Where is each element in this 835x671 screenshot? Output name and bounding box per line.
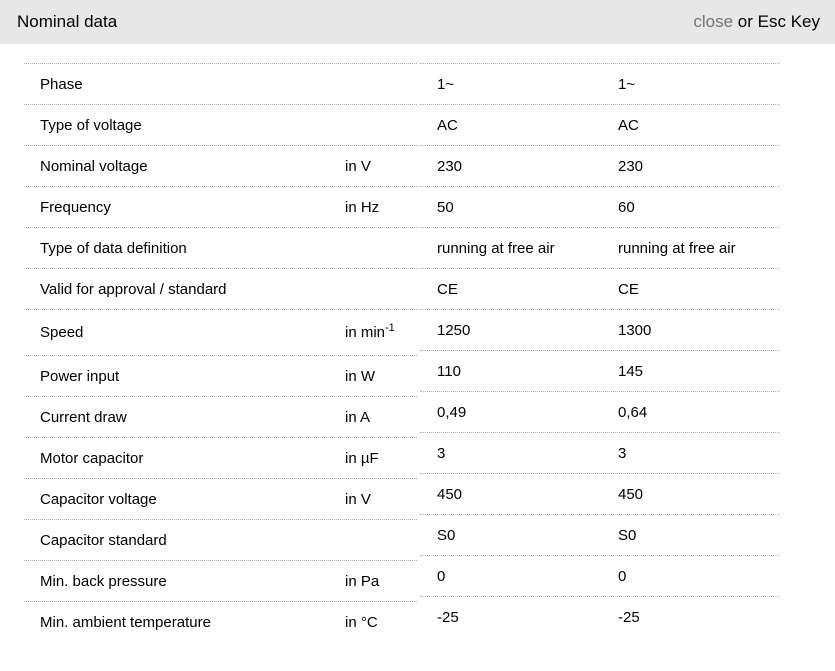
spec-label: Power input	[40, 367, 120, 385]
spec-unit: in µF	[345, 449, 379, 467]
spec-row: Nominal voltage in V	[24, 145, 417, 186]
close-link[interactable]: close	[693, 12, 734, 31]
spec-row: Capacitor standard	[24, 519, 417, 560]
spec-value-row: AC AC	[420, 104, 780, 145]
dialog-header: Nominal data close or Esc Key	[0, 0, 835, 44]
spec-value-col1: running at free air	[437, 239, 555, 257]
spec-value-col1: S0	[437, 526, 456, 544]
spec-value-col2: S0	[618, 526, 637, 544]
spec-value-row: 450 450	[420, 473, 780, 514]
spec-row: Frequency in Hz	[24, 186, 417, 227]
close-hint: or Esc Key	[733, 12, 820, 31]
spec-value-row: 50 60	[420, 186, 780, 227]
spec-row: Capacitor voltage in V	[24, 478, 417, 519]
spec-value-col1: 1~	[437, 75, 455, 93]
spec-value-col2: CE	[618, 280, 639, 298]
spec-label: Valid for approval / standard	[40, 280, 227, 298]
spec-row: Speed in min-1	[24, 309, 417, 355]
spec-unit: in Hz	[345, 198, 380, 216]
spec-value-row: 1~ 1~	[420, 63, 780, 104]
spec-value-row: 0,49 0,64	[420, 391, 780, 432]
spec-value-col2: 0	[618, 567, 627, 585]
spec-value-col1: AC	[437, 116, 458, 134]
dialog-title: Nominal data	[17, 12, 118, 31]
spec-value-col2: 60	[618, 198, 635, 216]
spec-label: Nominal voltage	[40, 157, 148, 175]
spec-value-row: 1250 1300	[420, 309, 780, 350]
spec-value-col2: 145	[618, 362, 644, 380]
spec-label: Speed	[40, 324, 84, 341]
spec-value-col2: 0,64	[618, 403, 648, 421]
spec-value-col2: 1~	[618, 75, 636, 93]
spec-value-col2: running at free air	[618, 239, 736, 257]
spec-value-col1: 1250	[437, 321, 471, 339]
spec-value-col1: 0,49	[437, 403, 467, 421]
spec-label: Capacitor standard	[40, 531, 167, 549]
spec-label-table: Phase Type of voltage Nominal voltage in…	[24, 63, 417, 642]
spec-label: Min. back pressure	[40, 572, 167, 590]
spec-row: Min. back pressure in Pa	[24, 560, 417, 601]
spec-row: Min. ambient temperature in °C	[24, 601, 417, 642]
spec-value-col1: -25	[437, 608, 459, 626]
spec-label: Min. ambient temperature	[40, 613, 211, 631]
spec-row: Type of data definition	[24, 227, 417, 268]
spec-label: Capacitor voltage	[40, 490, 157, 508]
spec-value-table: 1~ 1~ AC AC 230 230 50 60 running at fre…	[420, 63, 780, 637]
spec-row: Valid for approval / standard	[24, 268, 417, 309]
spec-unit: in °C	[345, 613, 378, 631]
spec-value-col1: 230	[437, 157, 463, 175]
spec-label: Frequency	[40, 198, 111, 216]
spec-value-col1: CE	[437, 280, 458, 298]
spec-unit: in Pa	[345, 572, 380, 590]
spec-value-row: 110 145	[420, 350, 780, 391]
spec-unit: in V	[345, 157, 371, 175]
spec-row: Type of voltage	[24, 104, 417, 145]
spec-unit: in V	[345, 490, 371, 508]
spec-value-col1: 110	[437, 362, 461, 380]
spec-value-col2: 230	[618, 157, 644, 175]
spec-unit: in A	[345, 408, 371, 426]
spec-label: Phase	[40, 75, 83, 93]
spec-value-col1: 0	[437, 567, 446, 585]
spec-value-col2: 1300	[618, 321, 652, 339]
spec-value-row: CE CE	[420, 268, 780, 309]
spec-unit: in W	[345, 367, 375, 385]
spec-value-row: running at free air running at free air	[420, 227, 780, 268]
spec-value-col2: -25	[618, 608, 640, 626]
spec-row: Power input in W	[24, 355, 417, 396]
spec-value-col2: 3	[618, 444, 627, 462]
spec-value-row: 3 3	[420, 432, 780, 473]
spec-value-col2: AC	[618, 116, 639, 134]
spec-value-row: S0 S0	[420, 514, 780, 555]
spec-unit: in min-1	[345, 322, 395, 342]
spec-value-col1: 50	[437, 198, 454, 216]
spec-row: Phase	[24, 63, 417, 104]
spec-value-col2: 450	[618, 485, 644, 503]
spec-value-row: -25 -25	[420, 596, 780, 637]
spec-value-row: 0 0	[420, 555, 780, 596]
spec-value-row: 230 230	[420, 145, 780, 186]
spec-row: Motor capacitor in µF	[24, 437, 417, 478]
spec-label: Current draw	[40, 408, 127, 426]
spec-label: Type of voltage	[40, 116, 142, 134]
spec-value-col1: 450	[437, 485, 463, 503]
spec-label: Motor capacitor	[40, 449, 144, 467]
close-area: close or Esc Key	[693, 12, 820, 32]
spec-label: Type of data definition	[40, 239, 187, 257]
spec-value-col1: 3	[437, 444, 446, 462]
spec-row: Current draw in A	[24, 396, 417, 437]
